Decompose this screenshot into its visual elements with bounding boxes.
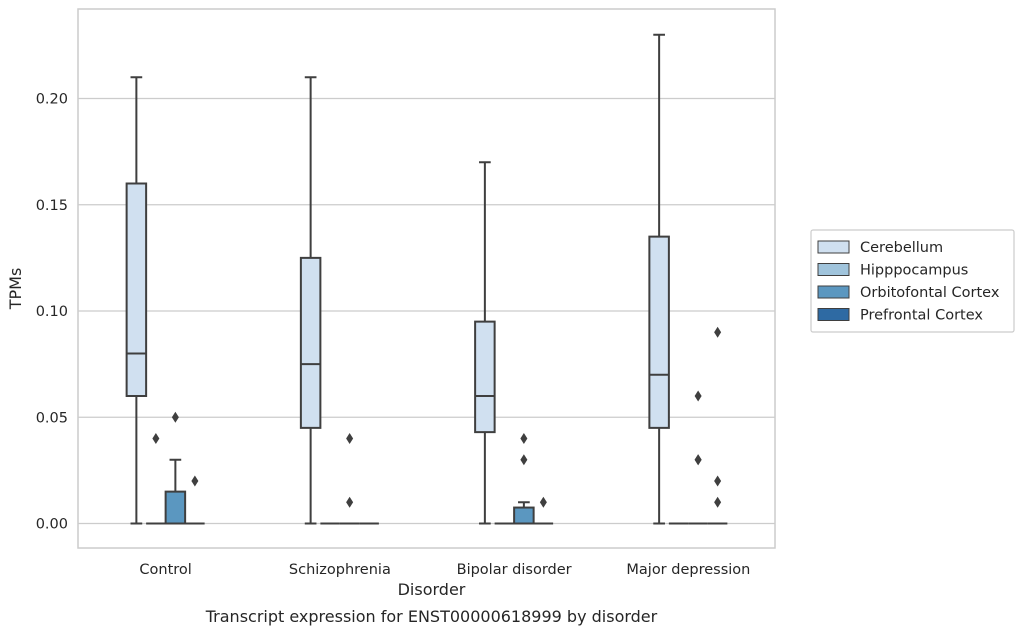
outlier-point [346, 433, 353, 444]
box-body [301, 258, 321, 428]
box-cerebellum [301, 77, 321, 523]
y-tick-label: 0.05 [36, 410, 68, 426]
box-layer [127, 35, 728, 524]
legend-label: Prefrontal Cortex [860, 308, 983, 324]
box-plot-chart: 0.00 0.05 0.10 0.15 0.20 Control Schizophreni… [0, 0, 1023, 634]
outlier-point [520, 433, 527, 444]
legend-swatch [818, 241, 849, 253]
chart-container: 0.00 0.05 0.10 0.15 0.20 Control Schizophreni… [0, 0, 1023, 634]
x-axis-label: Disorder [398, 580, 466, 599]
legend-label: Cerebellum [860, 240, 943, 256]
grid-layer [78, 99, 775, 524]
box-hipppocampus [146, 433, 166, 524]
y-tick-label: 0.20 [36, 92, 68, 108]
box-body [514, 508, 534, 524]
outlier-point [346, 497, 353, 508]
box-body [166, 492, 186, 524]
y-tick-label: 0.00 [36, 517, 68, 533]
x-tick-label: Control [139, 562, 191, 578]
outlier-point [172, 412, 179, 423]
y-tick-label: 0.15 [36, 198, 68, 214]
box-prefrontal-cortex [534, 497, 554, 524]
chart-caption: Transcript expression for ENST0000061899… [205, 607, 658, 626]
box-orbitofontal-cortex [340, 433, 360, 524]
box-prefrontal-cortex [185, 476, 205, 524]
x-tick-label: Schizophrenia [289, 562, 391, 578]
legend-label: Orbitofontal Cortex [860, 285, 1000, 301]
y-tick-labels: 0.00 0.05 0.10 0.15 0.20 [36, 92, 68, 533]
box-body [127, 184, 147, 397]
legend-label: Hipppocampus [860, 263, 968, 279]
box-orbitofontal-cortex [166, 412, 186, 524]
x-tick-label: Major depression [626, 562, 750, 578]
box-orbitofontal-cortex [688, 391, 708, 524]
box-orbitofontal-cortex [514, 433, 534, 524]
y-tick-label: 0.10 [36, 304, 68, 320]
legend-swatch [818, 286, 849, 298]
y-axis-label: TPMs [6, 268, 25, 311]
outlier-point [152, 433, 159, 444]
legend-swatch [818, 264, 849, 276]
x-tick-label: Bipolar disorder [457, 562, 572, 578]
outlier-point [714, 476, 721, 487]
box-cerebellum [475, 162, 495, 523]
box-cerebellum [127, 77, 147, 523]
outlier-point [540, 497, 547, 508]
outlier-point [191, 476, 198, 487]
x-tick-labels: Control Schizophrenia Bipolar disorder Majo… [139, 562, 750, 578]
box-prefrontal-cortex [708, 327, 728, 524]
box-body [649, 237, 669, 428]
outlier-point [714, 327, 721, 338]
legend-swatch [818, 309, 849, 321]
box-cerebellum [649, 35, 669, 524]
outlier-point [520, 454, 527, 465]
outlier-point [714, 497, 721, 508]
plot-frame [78, 9, 775, 548]
outlier-point [695, 454, 702, 465]
box-body [475, 322, 495, 433]
legend: Cerebellum Hipppocampus Orbitofontal Corte… [811, 230, 1014, 332]
outlier-point [695, 391, 702, 402]
